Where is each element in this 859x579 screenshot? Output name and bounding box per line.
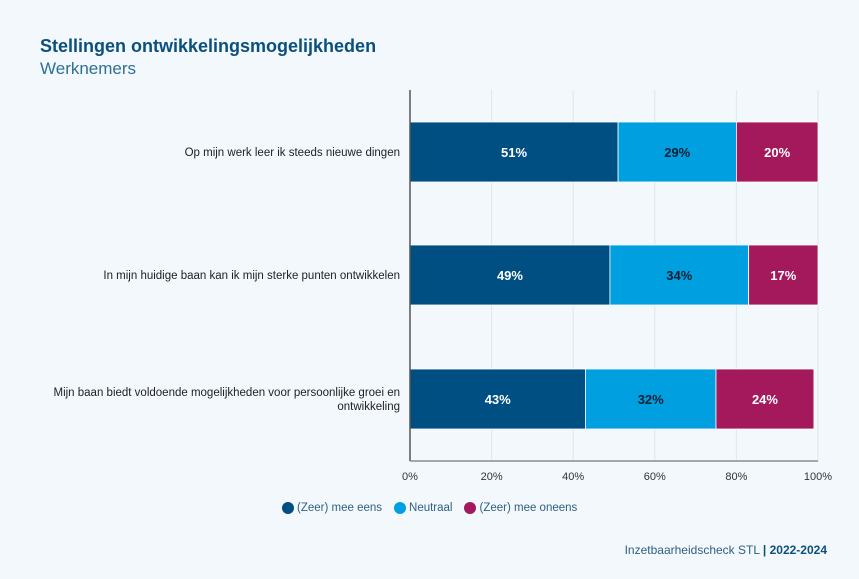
legend-item-agree[interactable]: (Zeer) mee eens <box>282 502 382 514</box>
legend-label-neutral: Neutraal <box>409 502 453 514</box>
bar-value-label: 32% <box>638 392 664 407</box>
bar-value-label: 49% <box>497 268 523 283</box>
bar-segment <box>736 121 819 183</box>
legend-marker-neutral <box>394 502 407 514</box>
x-tick-label: 0% <box>402 471 418 483</box>
x-tick-label: 20% <box>481 471 503 483</box>
category-label: Op mijn werk leer ik steeds nieuwe dinge… <box>185 147 400 159</box>
legend-label-disagree: (Zeer) mee oneens <box>479 502 578 514</box>
bar-segment <box>609 244 750 306</box>
legend-marker-agree <box>282 502 294 514</box>
source-separator: | <box>762 543 767 557</box>
x-tick-label: 40% <box>562 471 584 483</box>
x-tick-label: 60% <box>644 471 666 483</box>
bar-value-label: 20% <box>764 145 790 160</box>
bar-segment <box>748 244 819 306</box>
legend-label-agree: (Zeer) mee eens <box>297 502 383 514</box>
legend-item-disagree[interactable]: (Zeer) mee oneens <box>464 502 577 514</box>
source-note: Inzetbaarheidscheck STL | 2022-2024 <box>625 543 827 557</box>
bar-value-label: 24% <box>752 392 778 407</box>
category-label: Mijn baan biedt voldoende mogelijkheden … <box>53 387 400 399</box>
chart-subtitle: Werknemers <box>40 59 137 78</box>
bar-value-label: 17% <box>770 268 796 283</box>
bar-value-label: 29% <box>664 145 690 160</box>
x-tick-label: 100% <box>804 471 832 483</box>
legend: (Zeer) mee eens Neutraal (Zeer) mee onee… <box>282 502 577 514</box>
bar-value-label: 34% <box>666 268 692 283</box>
legend-marker-disagree <box>464 502 477 514</box>
category-label: In mijn huidige baan kan ik mijn sterke … <box>103 270 400 282</box>
source-name: Inzetbaarheidscheck STL <box>624 543 760 557</box>
x-tick-label: 80% <box>725 471 747 483</box>
bar-segment <box>409 121 619 183</box>
bar-segment <box>585 368 717 430</box>
category-label: ontwikkeling <box>337 401 400 413</box>
chart-title: Stellingen ontwikkelingsmogelijkheden <box>40 36 377 56</box>
bar-segment <box>617 121 737 183</box>
bar-value-label: 43% <box>485 392 511 407</box>
bar-value-label: 51% <box>501 145 527 160</box>
source-period: 2022-2024 <box>769 543 827 557</box>
bar-segment <box>715 368 815 430</box>
legend-item-neutral[interactable]: Neutraal <box>394 502 452 514</box>
